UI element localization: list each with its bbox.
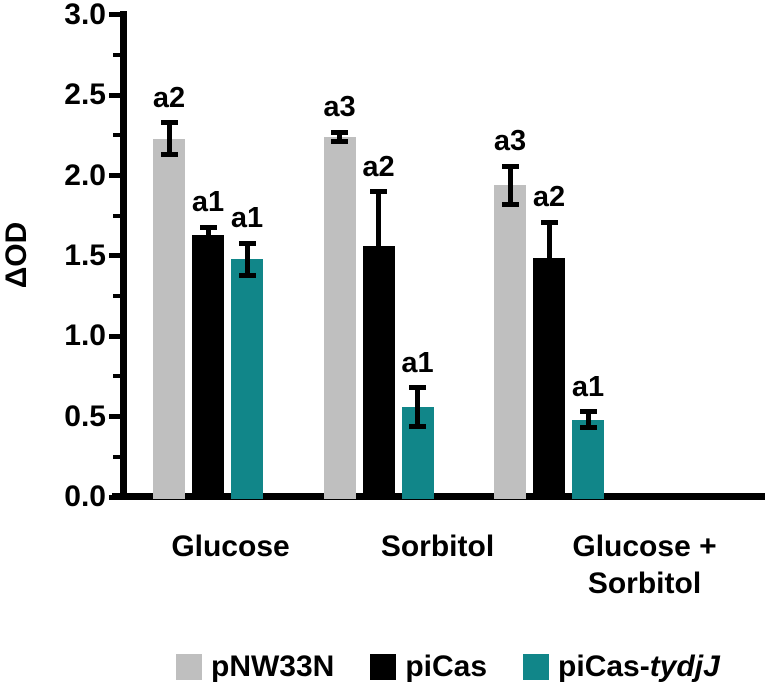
significance-label: a2 [532, 181, 566, 214]
significance-label: a1 [571, 370, 605, 403]
x-category-label: Sorbitol [380, 530, 495, 563]
bar-pNW33N-Sorbitol [323, 137, 356, 499]
error-bar [585, 411, 591, 428]
error-bar [507, 166, 513, 205]
error-bar [205, 227, 211, 244]
y-minor-tick [113, 454, 122, 459]
significance-label: a2 [362, 150, 395, 183]
x-axis-line [112, 493, 765, 500]
error-bar [244, 243, 250, 276]
error-bar-cap-top [199, 224, 217, 230]
y-tick-label: 0.0 [64, 480, 106, 513]
error-bar-cap-bottom [331, 139, 348, 145]
error-bar-cap-top [409, 385, 426, 391]
legend-swatch-icon [523, 654, 550, 680]
error-bar [337, 132, 342, 142]
significance-label: a3 [323, 91, 356, 124]
y-tick-label: 2.5 [64, 78, 106, 112]
error-bar-cap-bottom [409, 423, 426, 429]
legend-item-piCas: piCas [370, 651, 487, 683]
error-bar-cap-top [540, 219, 558, 225]
y-major-tick [109, 494, 122, 500]
y-minor-tick [113, 53, 122, 58]
error-bar-cap-top [331, 129, 348, 135]
y-tick-label: 1.5 [64, 238, 106, 272]
legend-item-pNW33N: pNW33N [176, 651, 334, 683]
error-bar-cap-top [370, 189, 387, 195]
error-bar [546, 222, 552, 293]
error-bar-cap-bottom [501, 202, 519, 208]
legend-label: piCas [405, 650, 488, 683]
error-bar-cap-top [579, 409, 597, 415]
bar-pNW33N-Glucose + Sorbitol [494, 185, 526, 499]
legend-item-piCas-tydjJ: piCas-tydjJ [523, 651, 720, 683]
error-bar [415, 387, 420, 427]
error-bar-cap-bottom [238, 272, 256, 278]
significance-label: a3 [493, 125, 527, 158]
y-minor-tick [113, 133, 122, 138]
legend-swatch-icon [176, 654, 202, 680]
bar-pNW33N-Glucose [153, 138, 185, 499]
chart-legend: pNW33N piCas piCas-tydjJ [176, 651, 720, 683]
error-bar-cap-top [160, 120, 178, 126]
y-tick-label: 1.0 [64, 319, 106, 353]
y-tick-label: 3.0 [64, 0, 106, 31]
y-axis-line [120, 11, 127, 500]
error-bar-cap-top [238, 240, 256, 246]
error-bar-cap-bottom [579, 425, 597, 431]
y-axis-title: ΔOD [0, 221, 33, 289]
significance-label: a2 [152, 81, 186, 114]
y-minor-tick [113, 294, 122, 299]
bar-piCas-Glucose + Sorbitol [533, 257, 565, 499]
bar-piCas-Glucose [192, 235, 224, 499]
error-bar [376, 191, 381, 301]
legend-label: piCas-tydjJ [558, 650, 720, 683]
bar-piCas-tydjJ-Glucose [231, 259, 263, 499]
y-major-tick [109, 333, 122, 339]
x-category-label: Glucose [171, 530, 290, 563]
y-tick-label: 0.5 [64, 399, 106, 433]
bar-piCas-tydjJ-Glucose + Sorbitol [572, 419, 604, 499]
error-bar-cap-bottom [199, 240, 217, 246]
significance-label: a1 [230, 202, 264, 235]
y-major-tick [109, 173, 122, 179]
error-bar-cap-top [501, 163, 519, 169]
error-bar-cap-bottom [370, 298, 387, 304]
y-tick-label: 2.0 [64, 158, 106, 192]
significance-label: a1 [401, 346, 434, 379]
y-major-tick [109, 414, 122, 420]
error-bar [166, 122, 172, 155]
x-category-label: Glucose + Sorbitol [572, 530, 717, 600]
y-minor-tick [113, 213, 122, 218]
y-minor-tick [113, 374, 122, 379]
significance-label: a1 [191, 186, 225, 219]
error-bar-cap-bottom [160, 152, 178, 158]
legend-label: pNW33N [211, 650, 335, 683]
y-major-tick [109, 253, 122, 259]
error-bar-cap-bottom [540, 290, 558, 296]
legend-swatch-icon [370, 654, 397, 680]
y-major-tick [109, 12, 122, 18]
y-major-tick [109, 92, 122, 98]
